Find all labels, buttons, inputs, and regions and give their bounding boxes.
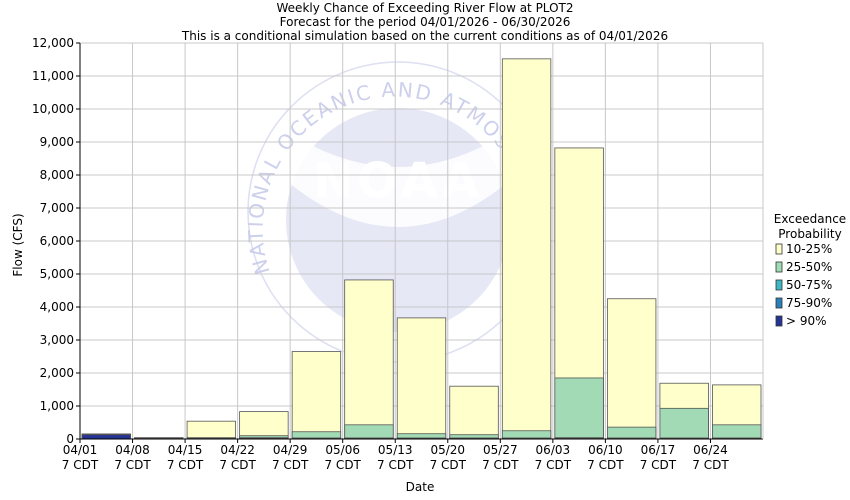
y-tick-label: 3,000: [40, 333, 74, 347]
bar-2550-06-10: [606, 426, 657, 440]
x-tick-label: 04/29: [273, 443, 308, 457]
x-tick-sublabel: 7 CDT: [482, 458, 519, 472]
y-tick-label: 0: [66, 432, 74, 446]
bar-1025-05-06: [344, 279, 394, 440]
legend: Exceedance Probability 10-25% 25-50% 50-75…: [774, 212, 846, 328]
x-axis-label: Date: [406, 480, 435, 494]
x-tick-sublabel: 7 CDT: [587, 458, 624, 472]
bar-2550-06-24: [712, 424, 762, 440]
y-tick-label: 4,000: [40, 300, 74, 314]
chart-title-line-3: This is a conditional simulation based o…: [181, 29, 668, 43]
legend-title-line-2: Probability: [778, 227, 841, 241]
bar-1025-06-10: [606, 298, 657, 440]
x-tick-sublabel: 7 CDT: [535, 458, 572, 472]
legend-swatch: [775, 279, 783, 291]
bar-2550-05-06: [344, 424, 394, 440]
x-tick-label: 06/10: [588, 443, 623, 457]
legend-swatch: [775, 261, 783, 273]
bar-1025-05-13: [396, 317, 447, 440]
chart-title-line-1: Weekly Chance of Exceeding River Flow at…: [277, 1, 574, 15]
watermark-agency-text: NOAA: [313, 153, 483, 209]
x-tick-sublabel: 7 CDT: [167, 458, 204, 472]
x-tick-label: 05/20: [430, 443, 465, 457]
x-tick-sublabel: 7 CDT: [219, 458, 256, 472]
y-tick-label: 10,000: [32, 102, 74, 116]
y-tick-label: 7,000: [40, 201, 74, 215]
y-tick-label: 11,000: [32, 69, 74, 83]
x-tick-sublabel: 7 CDT: [272, 458, 309, 472]
y-tick-label: 8,000: [40, 168, 74, 182]
x-tick-label: 04/08: [115, 443, 150, 457]
legend-entry: 50-75%: [786, 278, 832, 292]
y-tick-label: 9,000: [40, 135, 74, 149]
bar-1025-04-15: [186, 420, 237, 440]
legend-entry: > 90%: [786, 314, 827, 328]
bar-1025-04-22: [239, 411, 289, 440]
x-tick-label: 04/15: [168, 443, 203, 457]
bar-2550-06-17: [659, 407, 709, 440]
x-tick-sublabel: 7 CDT: [114, 458, 151, 472]
bar-1025-04-29: [291, 351, 342, 440]
legend-entry: 10-25%: [786, 242, 832, 256]
y-tick-label: 2,000: [40, 366, 74, 380]
x-tick-sublabel: 7 CDT: [324, 458, 361, 472]
y-tick-labels: 0 1,000 2,000 3,000 4,000 5,000 6,000 7,000 8,00…: [32, 36, 80, 446]
legend-entry: 25-50%: [786, 260, 832, 274]
bar-2550-06-03: [554, 377, 604, 440]
y-tick-label: 6,000: [40, 234, 74, 248]
x-tick-label: 06/24: [693, 443, 728, 457]
x-tick-sublabel: 7 CDT: [692, 458, 729, 472]
x-tick-label: 06/17: [641, 443, 676, 457]
x-tick-sublabel: 7 CDT: [430, 458, 467, 472]
bar-1025-05-20: [449, 385, 499, 440]
bar-1025-05-27: [501, 58, 552, 440]
y-tick-label: 12,000: [32, 36, 74, 50]
x-tick-label: 05/13: [378, 443, 413, 457]
x-tick-sublabel: 7 CDT: [377, 458, 414, 472]
chart-title: Weekly Chance of Exceeding River Flow at…: [181, 1, 668, 43]
x-tick-label: 04/01: [63, 443, 98, 457]
x-tick-sublabel: 7 CDT: [62, 458, 99, 472]
legend-title-line-1: Exceedance: [774, 212, 846, 226]
y-tick-label: 5,000: [40, 267, 74, 281]
chart-title-line-2: Forecast for the period 04/01/2026 - 06/…: [280, 15, 571, 29]
x-tick-label: 05/27: [483, 443, 518, 457]
x-tick-label: 06/03: [536, 443, 571, 457]
y-tick-label: 1,000: [40, 399, 74, 413]
x-tick-label: 04/22: [220, 443, 255, 457]
legend-swatch: [775, 315, 783, 327]
legend-swatch: [775, 243, 783, 255]
legend-entry: 75-90%: [786, 296, 832, 310]
y-axis-label: Flow (CFS): [11, 213, 25, 276]
bar-90-04-01: [81, 434, 131, 440]
x-tick-sublabel: 7 CDT: [640, 458, 677, 472]
legend-swatch: [775, 297, 783, 309]
x-tick-label: 05/06: [325, 443, 360, 457]
